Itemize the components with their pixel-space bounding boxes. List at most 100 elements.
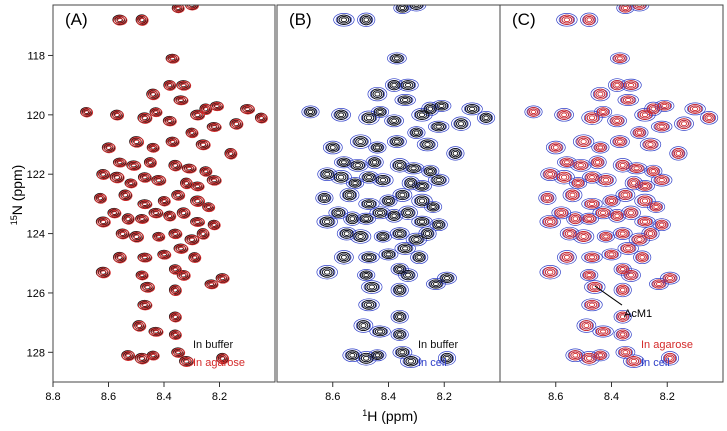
contour-peak [353, 136, 368, 148]
y-tick-label: 126 [27, 288, 45, 300]
contour-peak [125, 179, 138, 189]
contour-ring [184, 165, 195, 173]
contour-ring [556, 13, 578, 27]
contour-ring [652, 218, 671, 232]
contour-ring [622, 350, 629, 355]
contour-ring [334, 250, 354, 265]
contour-ring [209, 177, 220, 185]
contour-ring [538, 191, 557, 205]
contour-ring [139, 17, 146, 23]
contour-peak [168, 284, 182, 296]
contour-ring [172, 288, 179, 294]
contour-peak [185, 5, 199, 10]
contour-ring [123, 352, 134, 360]
contour-peak [454, 118, 468, 130]
contour-ring [174, 244, 189, 254]
contour-ring [361, 271, 371, 279]
contour-ring [188, 5, 195, 8]
contour-ring [233, 121, 240, 127]
contour-ring [137, 172, 152, 183]
contour-ring [172, 162, 179, 168]
contour-ring [206, 175, 222, 186]
contour-ring [188, 237, 195, 242]
y-tick-label: 128 [27, 347, 45, 359]
contour-ring [639, 196, 651, 205]
contour-ring [198, 141, 209, 149]
contour-ring [389, 227, 410, 240]
contour-ring [563, 17, 571, 23]
contour-ring [131, 137, 142, 146]
contour-ring [204, 204, 214, 211]
contour-ring [396, 314, 403, 320]
contour-ring [122, 213, 135, 225]
contour-ring [580, 12, 599, 27]
contour-ring [363, 355, 370, 361]
contour-ring [343, 231, 350, 236]
contour-ring [190, 181, 204, 191]
contour-ring [591, 284, 598, 290]
contour-ring [702, 112, 716, 123]
contour-ring [392, 138, 402, 146]
contour-peak [414, 195, 430, 207]
contour-ring [346, 177, 365, 190]
contour-ring [147, 351, 160, 361]
contour-ring [117, 160, 124, 165]
contour-peak [115, 228, 130, 239]
contour-ring [379, 194, 398, 208]
contour-ring [414, 253, 424, 262]
contour-ring [418, 226, 437, 241]
contour-ring [382, 195, 395, 206]
contour-ring [381, 249, 396, 260]
contour-ring [138, 112, 153, 124]
contour-ring [165, 136, 179, 147]
contour-ring [606, 251, 617, 258]
contour-ring [150, 92, 157, 98]
contour-peak [370, 88, 385, 100]
contour-ring [627, 82, 635, 88]
contour-ring [172, 314, 179, 320]
contour-ring [632, 234, 647, 245]
contour-ring [336, 14, 352, 25]
contour-ring [557, 250, 577, 265]
contour-ring [191, 182, 205, 192]
contour-peak [112, 251, 127, 263]
contour-peak [373, 107, 387, 117]
contour-ring [121, 350, 135, 361]
contour-peak [168, 159, 182, 171]
contour-ring [378, 233, 388, 240]
contour-peak [151, 174, 166, 186]
contour-ring [371, 105, 390, 118]
contour-ring [350, 179, 360, 187]
contour-ring [179, 271, 189, 280]
contour-peak [255, 113, 268, 124]
contour-ring [163, 116, 177, 127]
contour-ring [98, 170, 108, 178]
contour-peak [113, 252, 127, 264]
contour-peak [356, 320, 371, 332]
contour-ring [185, 5, 199, 10]
contour-peak [169, 264, 182, 275]
contour-peak [359, 352, 374, 364]
contour-ring [621, 95, 636, 105]
contour-ring [433, 123, 444, 131]
contour-peak [168, 329, 182, 340]
contour-ring [613, 282, 632, 298]
contour-ring [315, 191, 334, 205]
contour-peak [190, 217, 205, 227]
contour-ring [408, 164, 419, 172]
contour-ring [398, 95, 413, 105]
contour-ring [543, 266, 558, 278]
contour-ring [99, 219, 107, 225]
contour-ring [190, 109, 205, 120]
contour-ring [171, 5, 185, 13]
contour-ring [205, 279, 219, 290]
contour-ring [175, 350, 182, 356]
contour-peak [96, 217, 111, 228]
contour-ring [140, 281, 155, 293]
contour-ring [190, 195, 205, 207]
contour-ring [159, 197, 169, 205]
contour-ring [647, 103, 660, 115]
contour-ring [393, 329, 406, 340]
contour-ring [679, 119, 689, 128]
contour-ring [142, 303, 149, 308]
